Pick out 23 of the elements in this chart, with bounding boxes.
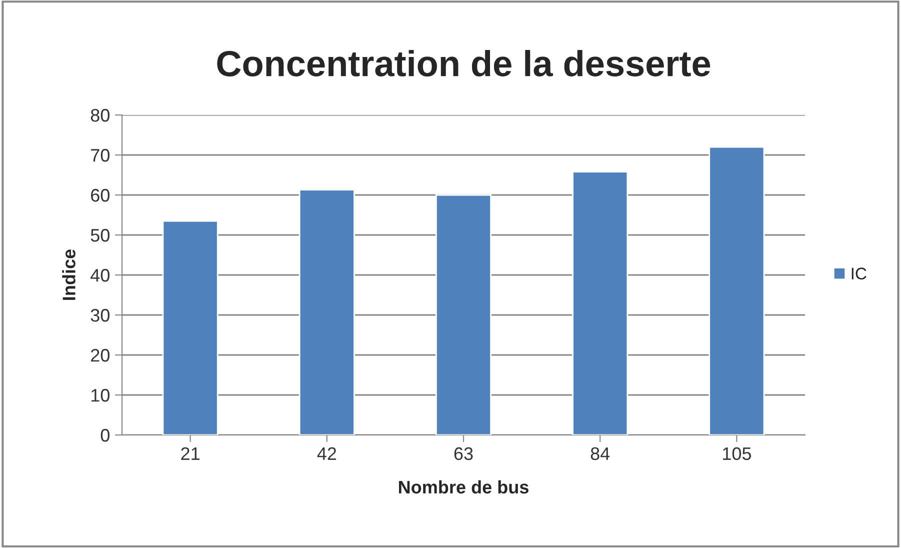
bar [298,189,355,435]
bar [435,194,492,435]
y-tick-label: 60 [91,188,110,202]
x-tick-label: 21 [181,447,200,460]
legend-label: IC [852,268,866,280]
y-tick-label: 0 [100,428,110,442]
bar [162,220,218,435]
y-axis-title: Indice [62,250,76,300]
y-tick-label: 10 [91,388,110,402]
x-tick-label: 105 [723,447,752,460]
x-tick-label: 63 [454,447,473,460]
x-axis-title: Nombre de bus [399,480,528,494]
bar [708,146,765,435]
x-tick-label: 84 [590,447,610,460]
chart-title: Concentration de la desserte [217,50,710,76]
y-tick-label: 70 [91,148,110,162]
y-tick-label: 80 [90,108,110,122]
y-tick-label: 40 [90,268,110,282]
y-tick-label: 30 [90,308,110,322]
bar [572,171,628,435]
y-tick-label: 50 [90,228,110,242]
y-tick-label: 20 [91,348,110,362]
x-tick-label: 42 [317,447,336,460]
